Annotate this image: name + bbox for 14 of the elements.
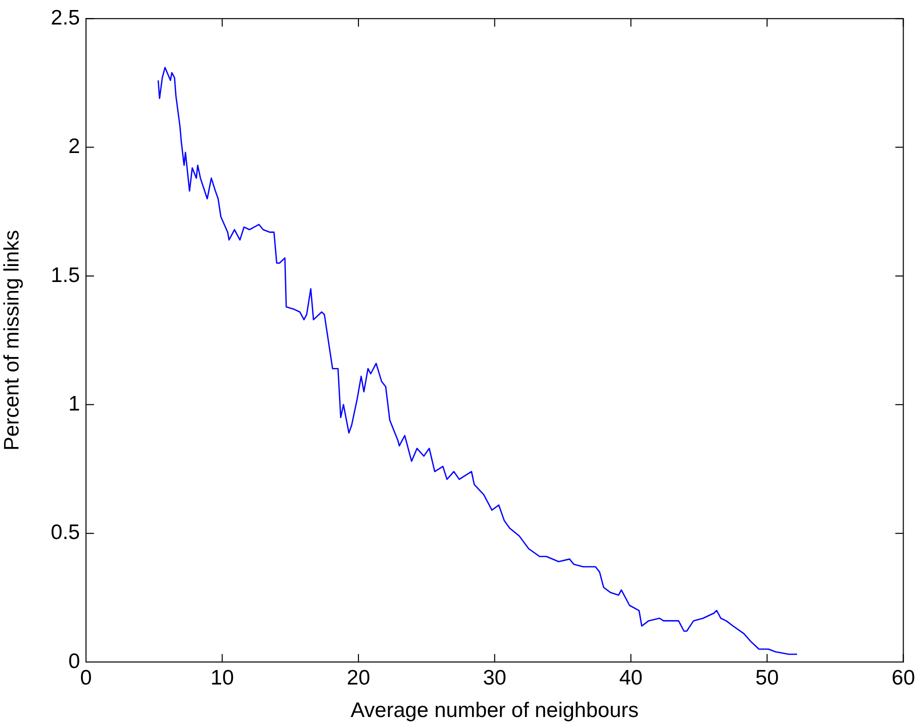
y-tick-label: 1.5	[50, 264, 80, 287]
y-tick-label: 2.5	[50, 6, 80, 30]
x-tick-label: 50	[755, 666, 779, 690]
x-tick-label: 20	[346, 666, 370, 690]
x-axis-title: Average number of neighbours	[350, 699, 639, 722]
y-tick-label: 0.5	[50, 521, 80, 544]
y-axis-title: Percent of missing links	[0, 230, 24, 451]
x-tick-label: 60	[892, 666, 915, 690]
x-tick-label: 30	[482, 666, 506, 690]
y-tick-label: 0	[68, 650, 80, 673]
x-tick-label: 40	[619, 666, 643, 690]
x-tick-label: 10	[210, 666, 234, 690]
y-tick-label: 1	[68, 392, 80, 416]
y-tick-label: 2	[68, 135, 80, 158]
